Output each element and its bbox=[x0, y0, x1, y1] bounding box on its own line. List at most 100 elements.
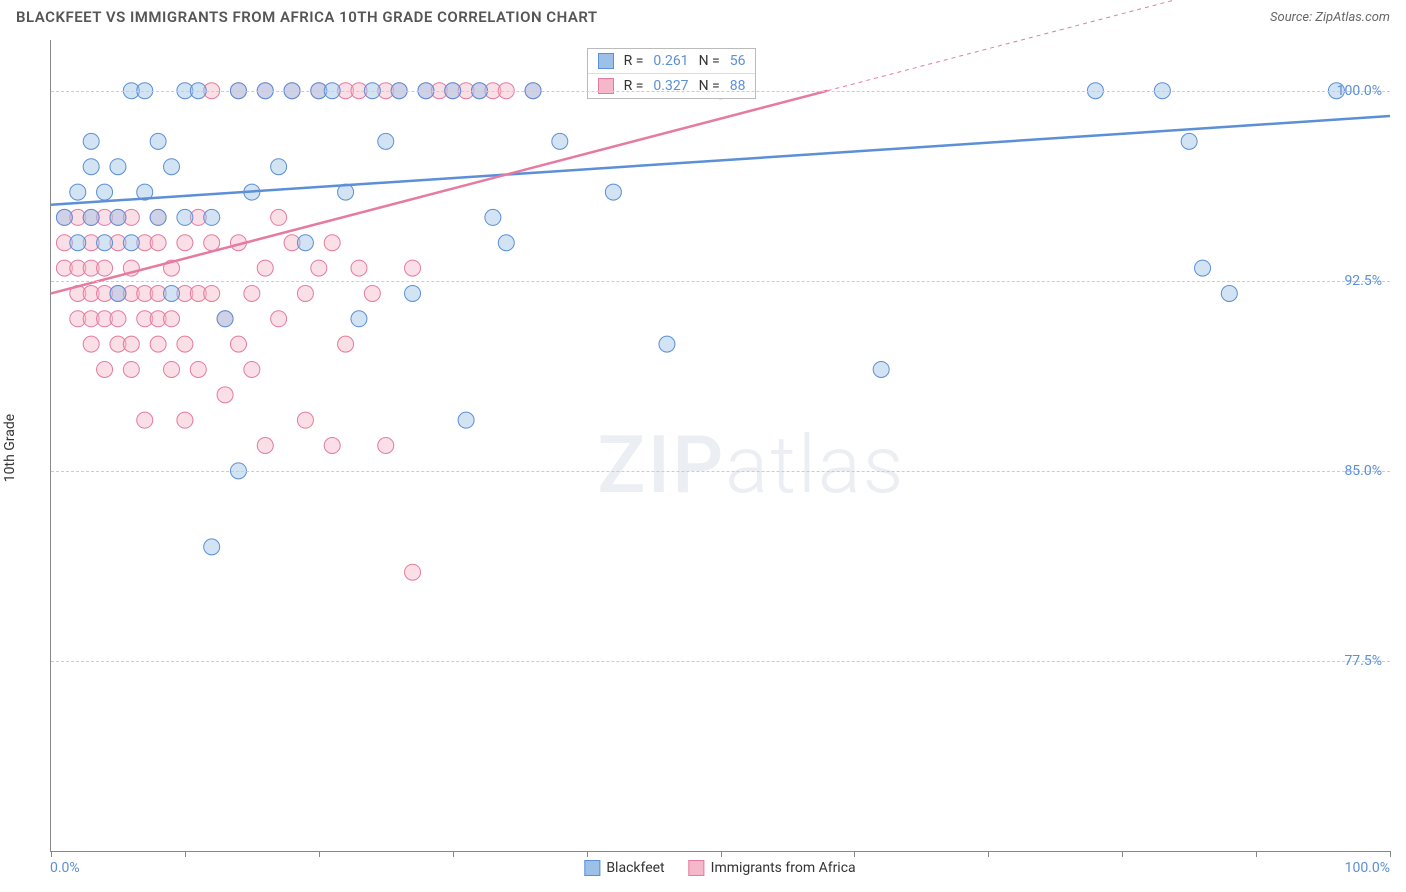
y-tick-label: 92.5% bbox=[1344, 273, 1382, 289]
legend-swatch-icon bbox=[598, 53, 614, 69]
gridline bbox=[51, 471, 1390, 472]
data-point bbox=[230, 336, 246, 352]
gridline bbox=[51, 281, 1390, 282]
x-tick bbox=[854, 851, 855, 857]
y-axis-label: 10th Grade bbox=[2, 414, 18, 482]
data-point bbox=[217, 387, 233, 403]
data-point bbox=[164, 285, 180, 301]
data-point bbox=[56, 209, 72, 225]
r-value: 0.261 bbox=[653, 53, 688, 69]
data-point bbox=[271, 159, 287, 175]
x-tick bbox=[185, 851, 186, 857]
data-point bbox=[204, 209, 220, 225]
data-point bbox=[123, 235, 139, 251]
data-point bbox=[70, 235, 86, 251]
n-value: 56 bbox=[730, 53, 746, 69]
data-point bbox=[177, 412, 193, 428]
data-point bbox=[83, 336, 99, 352]
data-point bbox=[1195, 260, 1211, 276]
data-point bbox=[150, 133, 166, 149]
data-point bbox=[297, 412, 313, 428]
data-point bbox=[123, 336, 139, 352]
n-value: 88 bbox=[730, 78, 746, 94]
data-point bbox=[351, 260, 367, 276]
chart-title: BLACKFEET VS IMMIGRANTS FROM AFRICA 10TH… bbox=[16, 8, 598, 26]
data-point bbox=[137, 412, 153, 428]
x-axis-labels: 0.0% BlackfeetImmigrants from Africa 100… bbox=[50, 860, 1390, 880]
x-tick bbox=[721, 851, 722, 857]
x-tick bbox=[1256, 851, 1257, 857]
chart-header: BLACKFEET VS IMMIGRANTS FROM AFRICA 10TH… bbox=[0, 0, 1406, 30]
r-label: R = bbox=[624, 78, 644, 94]
data-point bbox=[97, 260, 113, 276]
data-point bbox=[204, 285, 220, 301]
data-point bbox=[97, 361, 113, 377]
data-point bbox=[110, 285, 126, 301]
y-tick-label: 77.5% bbox=[1344, 653, 1382, 669]
data-point bbox=[110, 209, 126, 225]
data-point bbox=[83, 133, 99, 149]
data-point bbox=[297, 235, 313, 251]
data-point bbox=[552, 133, 568, 149]
data-point bbox=[83, 209, 99, 225]
data-point bbox=[378, 133, 394, 149]
data-point bbox=[605, 184, 621, 200]
stats-row: R = 0.327 N = 88 bbox=[588, 74, 756, 98]
data-point bbox=[405, 285, 421, 301]
data-point bbox=[257, 260, 273, 276]
data-point bbox=[324, 438, 340, 454]
data-point bbox=[164, 361, 180, 377]
data-point bbox=[217, 311, 233, 327]
legend-swatch-icon bbox=[598, 78, 614, 94]
data-point bbox=[297, 285, 313, 301]
legend-swatch-icon bbox=[584, 860, 600, 876]
data-point bbox=[177, 209, 193, 225]
data-point bbox=[164, 159, 180, 175]
data-point bbox=[123, 361, 139, 377]
data-point bbox=[110, 159, 126, 175]
data-point bbox=[177, 336, 193, 352]
x-axis-max-label: 100.0% bbox=[1345, 860, 1390, 876]
data-point bbox=[257, 438, 273, 454]
x-tick bbox=[587, 851, 588, 857]
legend-item: Immigrants from Africa bbox=[689, 860, 856, 876]
data-point bbox=[364, 285, 380, 301]
data-point bbox=[83, 159, 99, 175]
x-tick bbox=[51, 851, 52, 857]
data-point bbox=[498, 235, 514, 251]
source-attribution: Source: ZipAtlas.com bbox=[1270, 10, 1390, 25]
data-point bbox=[311, 260, 327, 276]
data-point bbox=[1221, 285, 1237, 301]
x-tick bbox=[1390, 851, 1391, 857]
x-tick bbox=[988, 851, 989, 857]
data-point bbox=[458, 412, 474, 428]
x-tick bbox=[319, 851, 320, 857]
series-legend: BlackfeetImmigrants from Africa bbox=[584, 860, 855, 876]
data-point bbox=[164, 311, 180, 327]
trend-line bbox=[51, 91, 828, 294]
data-point bbox=[271, 209, 287, 225]
data-point bbox=[338, 336, 354, 352]
data-point bbox=[244, 361, 260, 377]
data-point bbox=[324, 235, 340, 251]
trend-line bbox=[51, 116, 1390, 205]
data-point bbox=[150, 209, 166, 225]
legend-label: Immigrants from Africa bbox=[711, 860, 856, 876]
n-label: N = bbox=[699, 53, 720, 69]
data-point bbox=[873, 361, 889, 377]
data-point bbox=[190, 361, 206, 377]
data-point bbox=[177, 235, 193, 251]
plot-area: ZIPatlas R =0.261N =56R =0.327N =88 77.5… bbox=[50, 40, 1390, 852]
n-label: N = bbox=[699, 78, 720, 94]
data-point bbox=[271, 311, 287, 327]
r-value: 0.327 bbox=[653, 78, 688, 94]
data-point bbox=[485, 209, 501, 225]
scatter-plot-svg bbox=[51, 40, 1390, 851]
x-axis-min-label: 0.0% bbox=[50, 860, 80, 876]
chart-area: ZIPatlas R =0.261N =56R =0.327N =88 77.5… bbox=[50, 40, 1390, 852]
data-point bbox=[405, 564, 421, 580]
data-point bbox=[659, 336, 675, 352]
data-point bbox=[378, 438, 394, 454]
data-point bbox=[97, 235, 113, 251]
y-tick-label: 100.0% bbox=[1337, 83, 1382, 99]
